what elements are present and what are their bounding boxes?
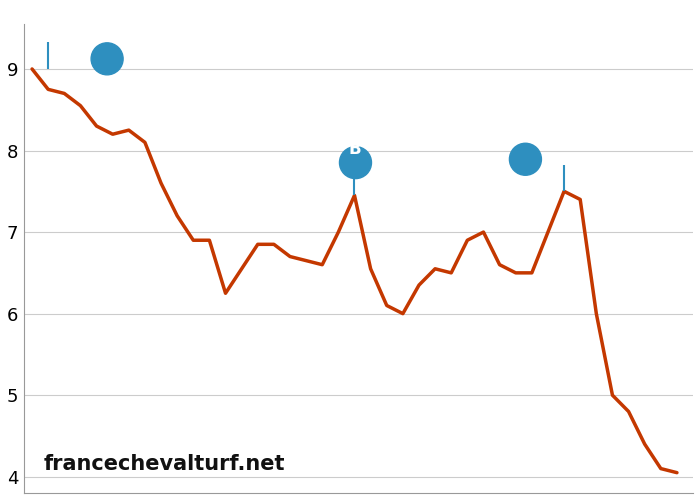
Text: francechevalturf.net: francechevalturf.net (44, 454, 286, 474)
Circle shape (510, 144, 541, 176)
Text: C: C (558, 136, 570, 154)
Circle shape (340, 146, 372, 178)
Text: A: A (42, 14, 55, 32)
Circle shape (91, 43, 123, 75)
Text: B: B (348, 140, 360, 158)
